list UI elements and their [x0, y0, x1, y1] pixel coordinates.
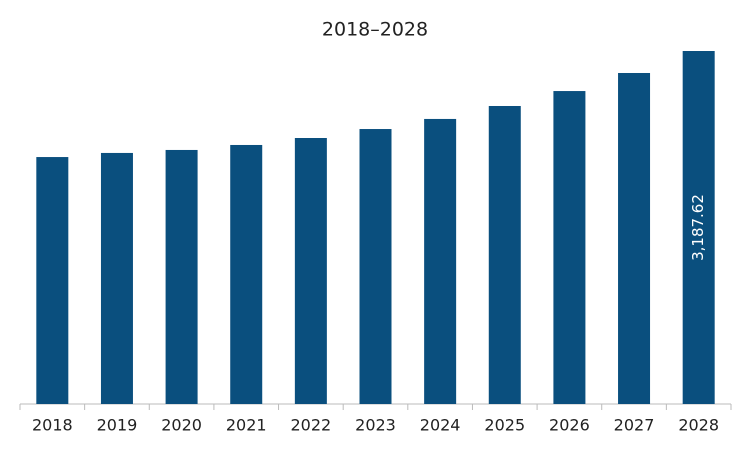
x-tick-label: 2025 [484, 416, 525, 435]
bar [553, 91, 586, 404]
bar [682, 51, 715, 404]
chart-title: 2018–2028 [322, 19, 428, 41]
x-tick-label: 2028 [678, 416, 719, 435]
x-tick-label: 2022 [291, 416, 332, 435]
x-tick-label: 2020 [161, 416, 202, 435]
bar [618, 72, 651, 404]
bar [230, 144, 263, 404]
x-tick-label: 2026 [549, 416, 590, 435]
x-tick-label: 2024 [420, 416, 461, 435]
bar [424, 118, 457, 404]
x-tick-label: 2019 [97, 416, 138, 435]
x-tick-label: 2027 [614, 416, 655, 435]
bar [36, 157, 69, 404]
bar [359, 129, 392, 404]
x-tick-label: 2021 [226, 416, 267, 435]
data-label: 3,187.62 [689, 194, 707, 261]
x-tick-label: 2018 [32, 416, 73, 435]
bar [294, 138, 327, 404]
bar [100, 152, 133, 404]
bar [488, 105, 521, 405]
bar [165, 149, 198, 404]
x-tick-label: 2023 [355, 416, 396, 435]
